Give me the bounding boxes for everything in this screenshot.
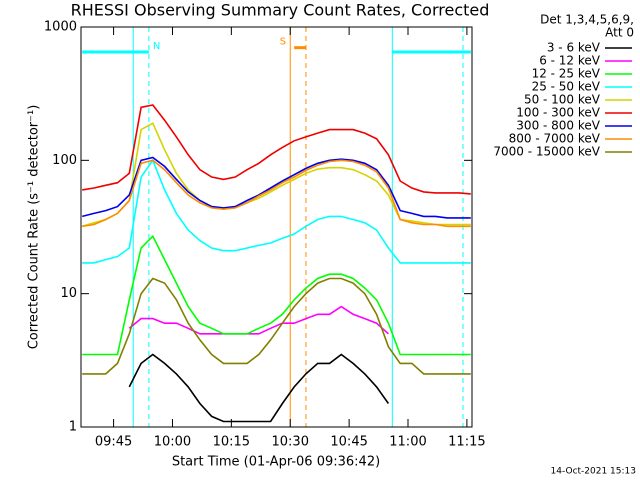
x-tick-label: 10:30 [272,435,309,450]
flag-label: S [280,37,286,48]
series-line [82,277,471,375]
legend-label: 12 - 25 keV [532,67,601,81]
legend-title: Det 1,3,4,5,6,9, [540,13,634,27]
legend-label: 7000 - 15000 keV [493,145,600,159]
y-tick-label: 100 [52,153,77,168]
y-tick-label: 1000 [44,20,77,35]
series-line [81,122,471,228]
legend-label: 25 - 50 keV [532,80,601,94]
x-tick-label: 10:15 [213,435,250,450]
footer: 14-Oct-2021 15:13 [551,467,636,477]
series-line [82,156,471,219]
series-line [82,158,471,264]
legend-label: 50 - 100 keV [524,93,601,107]
y-tick-label: 1 [69,420,77,435]
series-line [82,234,471,356]
legend-label: 300 - 800 keV [516,119,600,133]
legend-label: 6 - 12 keV [539,54,601,68]
x-axis-label: Start Time (01-Apr-06 09:36:42) [172,455,380,470]
x-tick-label: 11:15 [448,435,485,450]
plot-frame [80,26,473,428]
series-line [82,104,471,195]
series-line [82,159,471,228]
series-line [128,305,389,335]
legend-title: Att 0 [605,26,634,40]
legend-label: 800 - 7000 keV [509,132,601,146]
series-line [128,353,390,423]
y-tick-label: 10 [60,286,77,301]
legend-label: 3 - 6 keV [547,41,601,55]
x-tick-label: 11:00 [389,435,426,450]
legend-label: 100 - 300 keV [516,106,600,120]
x-tick-label: 09:45 [95,435,132,450]
y-axis-label: Corrected Count Rate (s⁻¹ detector⁻¹) [27,105,42,350]
chart-title: RHESSI Observing Summary Count Rates, Co… [71,1,490,20]
x-tick-label: 10:45 [330,435,367,450]
x-tick-label: 10:00 [154,435,191,450]
flag-label: N [153,41,160,52]
